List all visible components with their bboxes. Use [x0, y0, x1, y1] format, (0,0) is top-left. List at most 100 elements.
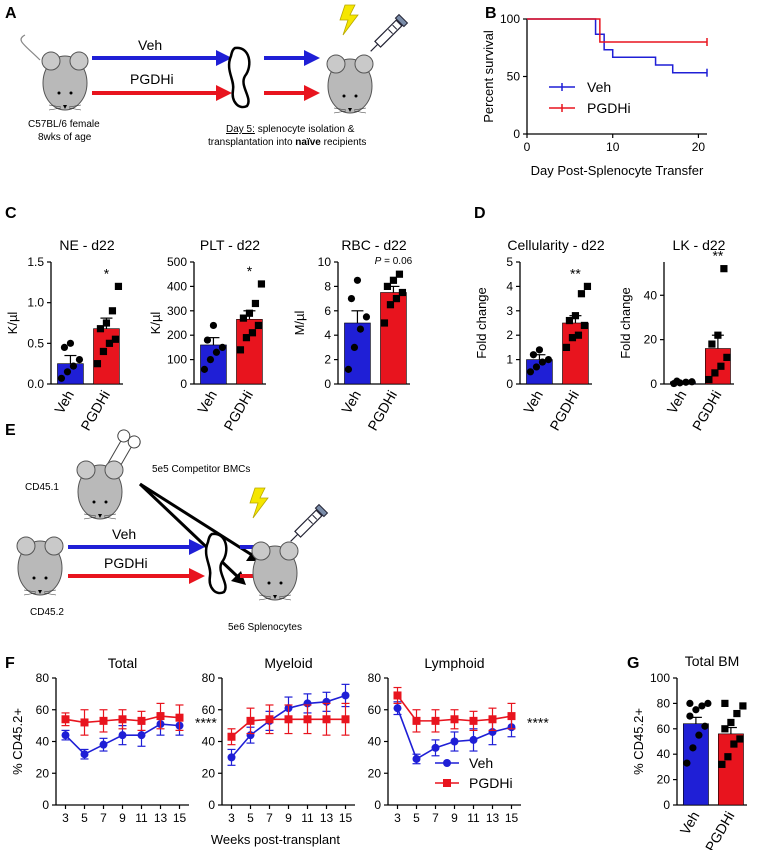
bar-pgdhi — [717, 733, 744, 806]
y-tick-label: 500 — [167, 255, 187, 269]
chart-c-1: 0.0 0.5 1.0 1.5 NE - d22 K/µl Veh PGDHi * — [5, 237, 123, 433]
data-point — [353, 276, 362, 284]
data-point — [227, 732, 236, 741]
data-point — [80, 750, 89, 759]
data-point — [380, 319, 389, 327]
chart-title: Total BM — [685, 653, 739, 669]
y-tick-label: 20 — [657, 773, 671, 787]
data-point — [248, 329, 257, 337]
data-point — [392, 295, 401, 303]
data-point — [688, 378, 696, 386]
x-tick-label: 9 — [285, 811, 292, 825]
data-point — [450, 737, 459, 746]
y-tick-label: 1 — [506, 353, 513, 367]
data-point — [469, 735, 478, 744]
data-point — [711, 369, 719, 377]
data-point — [724, 753, 732, 761]
x-tick-label: Veh — [51, 388, 77, 417]
y-tick-label: 100 — [500, 12, 520, 26]
data-point — [350, 343, 359, 351]
mouse-desc-2: 8wks of age — [38, 132, 92, 143]
chart-title: NE - d22 — [59, 237, 114, 253]
legend-marker — [443, 759, 451, 767]
data-point — [692, 706, 700, 714]
chart-g-9: 0 20 40 60 80 100 Total BM % CD45.2+ Veh PGDHi — [631, 653, 747, 850]
x-tick-label: 9 — [119, 811, 126, 825]
data-point — [412, 716, 421, 725]
data-point — [57, 374, 66, 382]
y-tick-label: 0 — [650, 377, 657, 391]
y-tick-label: 20 — [644, 333, 658, 347]
x-tick-label: 10 — [606, 140, 620, 154]
data-point — [532, 363, 541, 371]
y-tick-label: 0 — [208, 798, 215, 812]
data-point — [733, 709, 741, 718]
x-axis-label: Day Post-Splenocyte Transfer — [531, 163, 704, 178]
y-tick-label: 0 — [374, 798, 381, 812]
y-tick-label: 1.5 — [27, 255, 44, 269]
host-mouse-icon — [16, 536, 64, 596]
data-point — [431, 743, 440, 752]
y-axis-label: Fold change — [474, 287, 489, 359]
data-point — [356, 325, 365, 333]
data-point — [108, 307, 117, 315]
data-point — [156, 712, 165, 721]
x-tick-label: 5 — [247, 811, 254, 825]
p-value-label: P = 0.06 — [375, 256, 413, 267]
note-line-1: Day 5: splenocyte isolation & — [226, 124, 355, 135]
chart-title: Total — [108, 655, 138, 671]
y-axis-label: % CD45.2+ — [10, 708, 25, 775]
p-value: = 0.06 — [381, 256, 412, 267]
panel-label-b: B — [485, 5, 497, 22]
y-tick-label: 200 — [167, 328, 187, 342]
x-tick-label: 7 — [100, 811, 107, 825]
data-point — [137, 731, 146, 740]
data-point — [105, 339, 114, 347]
y-tick-label: 0.5 — [27, 336, 44, 350]
splenocytes-label: 5e6 Splenocytes — [228, 622, 302, 633]
data-point — [544, 356, 553, 364]
chart-title: LK - d22 — [673, 237, 726, 253]
panel-label-e: E — [5, 422, 16, 439]
irradiation-bolt-icon-e — [249, 487, 269, 519]
data-point — [488, 715, 497, 724]
data-point — [389, 276, 398, 284]
data-point — [99, 347, 108, 356]
y-tick-label: 6 — [324, 304, 331, 318]
panel-label-a: A — [5, 5, 17, 22]
legend-marker — [443, 779, 451, 787]
arrow-label-veh: Veh — [138, 37, 162, 53]
y-tick-label: 0 — [513, 127, 520, 141]
y-tick-label: 100 — [167, 353, 187, 367]
data-point — [698, 702, 706, 710]
x-tick-label: Veh — [677, 809, 703, 838]
data-point — [99, 740, 108, 749]
chart-title: Myeloid — [264, 655, 312, 671]
data-point — [705, 375, 713, 384]
data-point — [689, 744, 697, 752]
data-point — [574, 331, 583, 339]
data-point — [118, 715, 127, 724]
data-point — [265, 715, 274, 724]
y-tick-label: 50 — [507, 70, 521, 84]
panel-label-g: G — [627, 655, 639, 672]
data-point — [175, 713, 184, 722]
x-tick-label: 0 — [524, 140, 531, 154]
x-tick-label: PGDHi — [364, 388, 400, 434]
data-point — [386, 301, 395, 309]
data-point — [398, 288, 407, 297]
y-tick-label: 60 — [202, 703, 216, 717]
data-point — [718, 760, 726, 768]
x-tick-label: 3 — [62, 811, 69, 825]
y-tick-label: 20 — [368, 766, 382, 780]
data-point — [568, 334, 577, 342]
data-point — [695, 731, 703, 739]
chart-title: Cellularity - d22 — [507, 237, 604, 253]
data-point — [137, 716, 146, 725]
data-point — [723, 353, 731, 361]
data-point — [322, 715, 331, 724]
y-axis-label: K/µl — [148, 312, 163, 335]
x-tick-label: Veh — [194, 388, 220, 417]
data-point — [227, 753, 236, 762]
